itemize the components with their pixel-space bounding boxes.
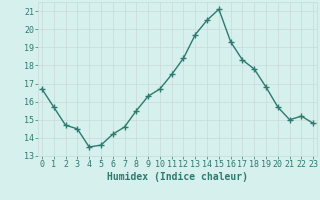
X-axis label: Humidex (Indice chaleur): Humidex (Indice chaleur) <box>107 172 248 182</box>
